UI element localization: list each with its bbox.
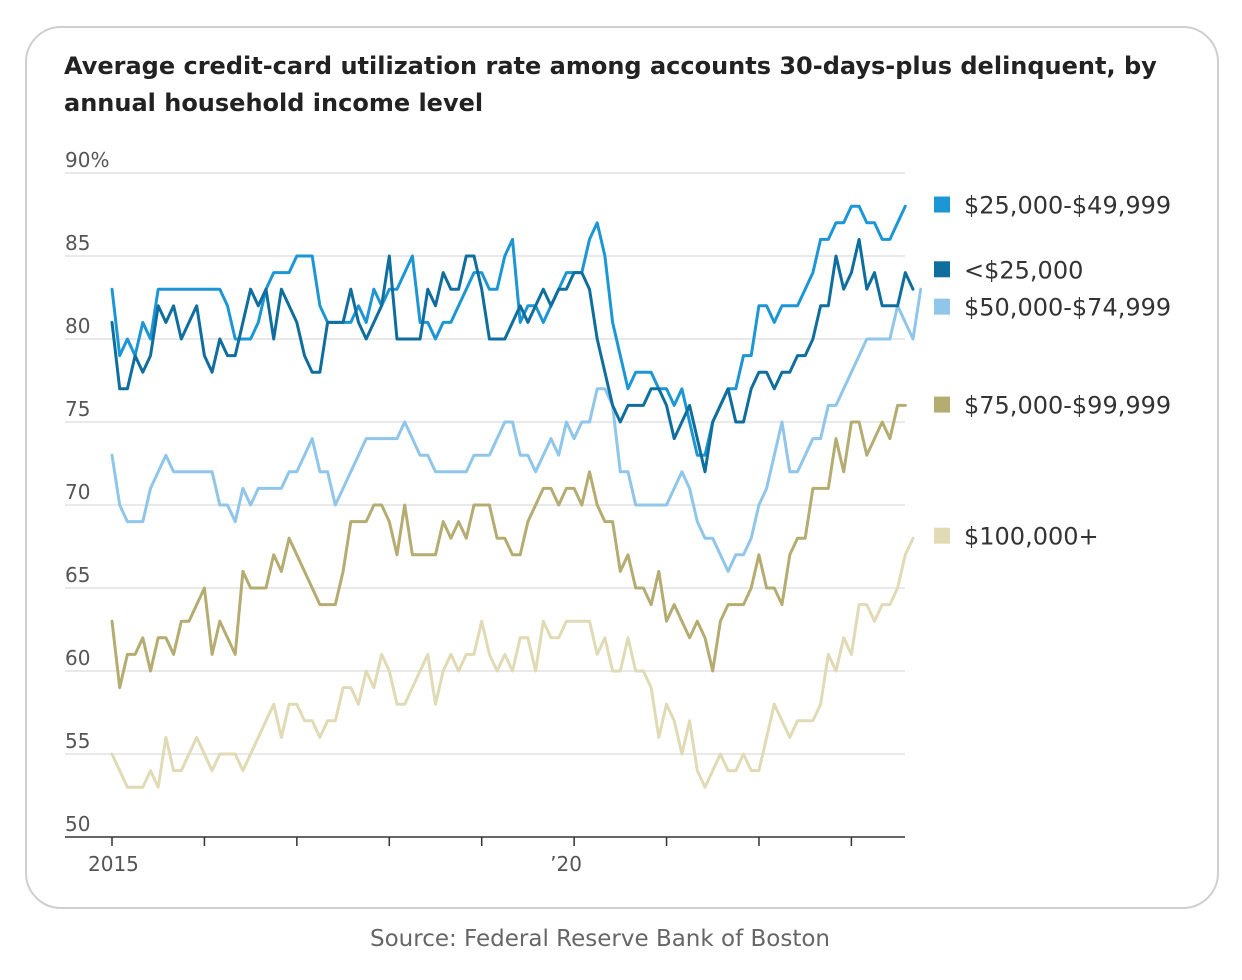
legend-label-2: $50,000-$74,999 [964,294,1171,322]
y-tick-label: 70 [65,480,90,504]
legend-swatch-3 [934,396,950,413]
legend-label-4: $100,000+ [964,523,1099,551]
legend-swatch-2 [934,298,950,315]
series-line-1 [110,237,915,474]
series-line-3 [110,403,907,690]
legend-swatch-4 [934,527,950,544]
series-line-0 [110,204,907,457]
x-tick-label: ’20 [550,852,582,876]
y-tick-label: 65 [65,563,90,587]
y-tick-label: 50 [65,812,90,836]
y-tick-label: 75 [65,397,90,421]
x-tick-label: 2015 [88,852,139,876]
source-note: Source: Federal Reserve Bank of Boston [370,926,830,952]
y-tick-label: 85 [65,231,90,255]
y-tick-label: 60 [65,646,90,670]
chart-title: Average credit-card utilization rate amo… [64,52,1157,117]
legend-label-0: $25,000-$49,999 [964,192,1171,220]
legend-label-3: $75,000-$99,999 [964,392,1171,420]
series-line-2 [110,287,923,573]
y-tick-label: 55 [65,729,90,753]
series-line-4 [110,536,915,789]
legend-label-1: <$25,000 [964,256,1083,284]
y-tick-label: 90% [65,148,109,172]
legend-swatch-0 [934,196,950,213]
legend-swatch-1 [934,261,950,278]
y-tick-label: 80 [65,314,90,338]
